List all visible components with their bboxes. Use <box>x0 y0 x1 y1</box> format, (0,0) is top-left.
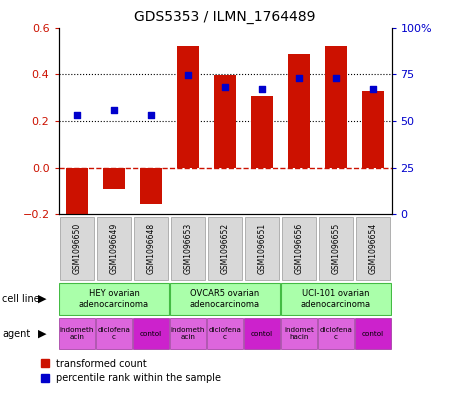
Text: GSM1096654: GSM1096654 <box>369 223 378 274</box>
Text: ▶: ▶ <box>38 294 47 304</box>
Text: GSM1096648: GSM1096648 <box>147 223 156 274</box>
Text: HEY ovarian
adenocarcinoma: HEY ovarian adenocarcinoma <box>79 289 149 309</box>
Text: contol: contol <box>251 331 273 337</box>
Text: GSM1096653: GSM1096653 <box>184 223 193 274</box>
Text: GSM1096649: GSM1096649 <box>109 223 118 274</box>
FancyBboxPatch shape <box>170 318 206 349</box>
FancyBboxPatch shape <box>245 217 279 280</box>
Bar <box>325 46 347 167</box>
Bar <box>362 90 384 167</box>
Bar <box>177 46 199 167</box>
Point <box>258 86 265 92</box>
FancyBboxPatch shape <box>97 217 131 280</box>
Point <box>369 86 377 92</box>
Point <box>295 75 302 81</box>
FancyBboxPatch shape <box>282 217 316 280</box>
Point <box>148 112 155 118</box>
Point <box>110 107 117 114</box>
FancyBboxPatch shape <box>281 318 317 349</box>
FancyBboxPatch shape <box>59 283 169 315</box>
Text: indomet
hacin: indomet hacin <box>284 327 314 340</box>
Legend: transformed count, percentile rank within the sample: transformed count, percentile rank withi… <box>41 358 221 384</box>
FancyBboxPatch shape <box>60 217 94 280</box>
Point <box>73 112 81 118</box>
Text: ▶: ▶ <box>38 329 47 339</box>
FancyBboxPatch shape <box>281 283 391 315</box>
FancyBboxPatch shape <box>244 318 280 349</box>
Bar <box>140 167 162 204</box>
FancyBboxPatch shape <box>207 318 243 349</box>
FancyBboxPatch shape <box>59 318 95 349</box>
Bar <box>66 167 88 218</box>
Text: GSM1096651: GSM1096651 <box>257 223 266 274</box>
FancyBboxPatch shape <box>134 217 168 280</box>
Text: diclofena
c: diclofena c <box>208 327 242 340</box>
FancyBboxPatch shape <box>208 217 242 280</box>
Text: GSM1096652: GSM1096652 <box>220 223 230 274</box>
Text: contol: contol <box>362 331 384 337</box>
FancyBboxPatch shape <box>170 283 280 315</box>
FancyBboxPatch shape <box>318 318 354 349</box>
Bar <box>251 96 273 167</box>
Point <box>184 72 192 79</box>
Point <box>333 75 340 81</box>
Text: indometh
acin: indometh acin <box>60 327 94 340</box>
Text: GSM1096655: GSM1096655 <box>332 223 341 274</box>
Bar <box>214 75 236 167</box>
FancyBboxPatch shape <box>133 318 169 349</box>
FancyBboxPatch shape <box>319 217 353 280</box>
Title: GDS5353 / ILMN_1764489: GDS5353 / ILMN_1764489 <box>134 10 316 24</box>
FancyBboxPatch shape <box>356 217 390 280</box>
Text: diclofena
c: diclofena c <box>98 327 130 340</box>
Text: UCI-101 ovarian
adenocarcinoma: UCI-101 ovarian adenocarcinoma <box>301 289 371 309</box>
Text: GSM1096656: GSM1096656 <box>294 223 303 274</box>
Point <box>221 84 229 90</box>
Text: contol: contol <box>140 331 162 337</box>
FancyBboxPatch shape <box>96 318 132 349</box>
Text: cell line: cell line <box>2 294 40 304</box>
Text: OVCAR5 ovarian
adenocarcinoma: OVCAR5 ovarian adenocarcinoma <box>190 289 260 309</box>
Text: GSM1096650: GSM1096650 <box>72 223 81 274</box>
FancyBboxPatch shape <box>355 318 391 349</box>
Text: agent: agent <box>2 329 31 339</box>
FancyBboxPatch shape <box>171 217 205 280</box>
Bar <box>288 54 310 167</box>
Bar <box>103 167 125 189</box>
Text: diclofena
c: diclofena c <box>320 327 352 340</box>
Text: indometh
acin: indometh acin <box>171 327 205 340</box>
